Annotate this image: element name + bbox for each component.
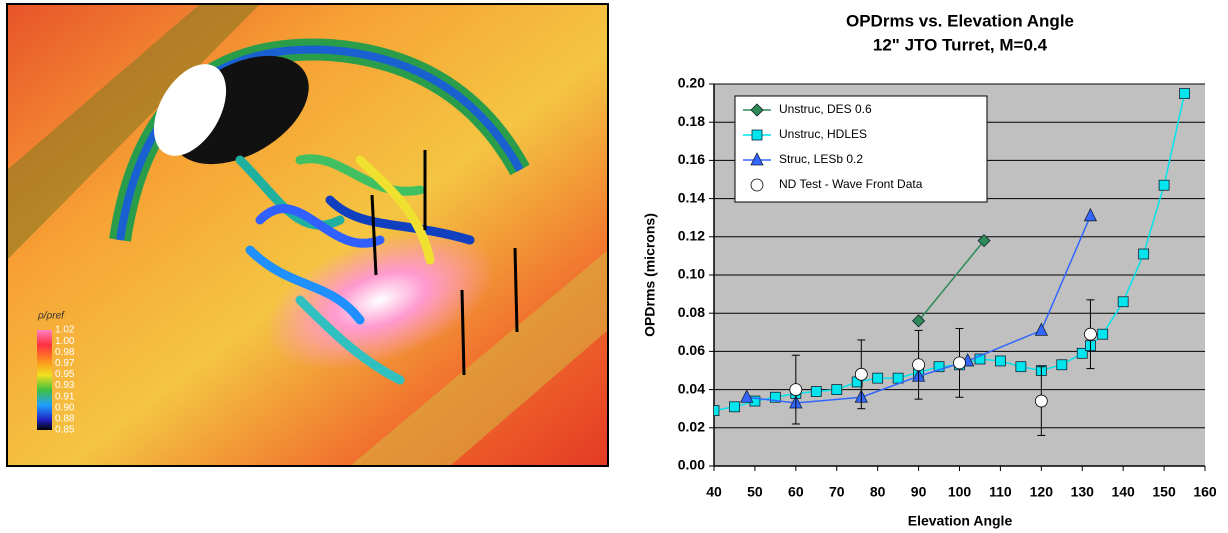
y-tick-label: 0.02 bbox=[678, 419, 705, 435]
y-tick-label: 0.12 bbox=[678, 228, 705, 244]
y-tick-label: 0.16 bbox=[678, 151, 705, 167]
plot-layer bbox=[714, 88, 1190, 436]
legend-label: Unstruc, DES 0.6 bbox=[779, 102, 872, 116]
legend-label: Unstruc, HDLES bbox=[779, 127, 867, 141]
square-marker bbox=[714, 405, 720, 417]
y-axis-label: OPDrms (microns) bbox=[642, 213, 658, 337]
chart-subtitle: 12" JTO Turret, M=0.4 bbox=[873, 35, 1048, 54]
square-marker bbox=[974, 353, 986, 365]
colorbar-label: 0.98 bbox=[55, 347, 75, 358]
x-axis-label: Elevation Angle bbox=[908, 513, 1013, 529]
square-marker bbox=[1097, 328, 1109, 340]
x-tick-label: 100 bbox=[948, 484, 972, 500]
flow-image: ρ/ρref 1.021.000.980.970.950.930.910.900… bbox=[7, 4, 608, 466]
x-tick-label: 110 bbox=[989, 484, 1012, 500]
y-tick-label: 0.04 bbox=[678, 380, 705, 396]
x-tick-label: 80 bbox=[870, 484, 886, 500]
square-marker bbox=[1138, 248, 1150, 260]
square-marker bbox=[769, 391, 781, 403]
diamond-marker bbox=[977, 234, 991, 248]
series-line bbox=[918, 240, 985, 322]
colorbar-label: 0.85 bbox=[55, 425, 75, 436]
colorbar-title: ρ/ρref bbox=[37, 311, 65, 322]
square-marker bbox=[872, 372, 884, 384]
square-marker bbox=[933, 361, 945, 373]
x-tick-label: 140 bbox=[1111, 484, 1135, 500]
triangle-marker bbox=[1034, 322, 1048, 336]
circle-marker bbox=[912, 358, 925, 372]
colorbar-label: 1.00 bbox=[55, 336, 75, 347]
x-tick-label: 150 bbox=[1152, 484, 1176, 500]
x-tick-label: 160 bbox=[1193, 484, 1217, 500]
x-tick-label: 70 bbox=[829, 484, 845, 500]
circle-marker bbox=[953, 356, 966, 370]
triangle-marker bbox=[1083, 207, 1098, 222]
y-tick-label: 0.18 bbox=[678, 113, 705, 129]
x-tick-label: 90 bbox=[911, 484, 927, 500]
legend-marker bbox=[750, 178, 764, 192]
y-tick-label: 0.06 bbox=[678, 342, 705, 358]
square-marker bbox=[1056, 359, 1068, 371]
colorbar-label: 0.88 bbox=[55, 414, 75, 425]
square-marker bbox=[1117, 296, 1129, 308]
y-tick-label: 0.08 bbox=[678, 304, 705, 320]
circle-marker bbox=[854, 367, 868, 381]
y-tick-label: 0.10 bbox=[678, 266, 705, 282]
y-tick-label: 0.20 bbox=[678, 75, 705, 91]
x-tick-label: 60 bbox=[788, 484, 804, 500]
x-tick-label: 50 bbox=[747, 484, 763, 500]
square-marker bbox=[892, 372, 904, 384]
colorbar-label: 0.91 bbox=[55, 391, 75, 402]
colorbar-label: 1.02 bbox=[55, 325, 75, 336]
square-marker bbox=[1076, 347, 1088, 359]
x-tick-label: 40 bbox=[706, 484, 722, 500]
legend-marker bbox=[750, 152, 764, 166]
square-marker bbox=[1179, 88, 1190, 99]
y-tick-label: 0.14 bbox=[678, 189, 705, 205]
square-marker bbox=[831, 384, 843, 396]
legend-box bbox=[734, 95, 988, 203]
square-marker bbox=[995, 355, 1006, 367]
triangle-marker bbox=[740, 389, 754, 403]
circle-marker bbox=[1034, 394, 1048, 408]
colorbar-label: 0.97 bbox=[55, 358, 75, 369]
square-marker bbox=[1158, 179, 1170, 191]
legend-label: Struc, LESb 0.2 bbox=[779, 152, 863, 166]
y-tick-label: 0.00 bbox=[678, 457, 705, 473]
colorbar-label: 0.93 bbox=[55, 380, 75, 391]
legend-marker bbox=[751, 129, 763, 141]
colorbar-label: 0.90 bbox=[55, 402, 75, 413]
square-marker bbox=[810, 386, 822, 397]
circle-marker bbox=[1084, 327, 1097, 341]
x-tick-label: 130 bbox=[1071, 484, 1095, 500]
x-tick-label: 120 bbox=[1030, 484, 1054, 500]
diamond-marker bbox=[912, 314, 926, 328]
circle-marker bbox=[789, 383, 803, 397]
image-border bbox=[6, 3, 609, 467]
chart-title: OPDrms vs. Elevation Angle bbox=[846, 11, 1074, 30]
legend-label: ND Test - Wave Front Data bbox=[779, 177, 923, 191]
colorbar-label: 0.95 bbox=[55, 369, 75, 380]
square-marker bbox=[729, 401, 740, 413]
legend-marker bbox=[750, 103, 764, 117]
square-marker bbox=[1015, 361, 1027, 373]
